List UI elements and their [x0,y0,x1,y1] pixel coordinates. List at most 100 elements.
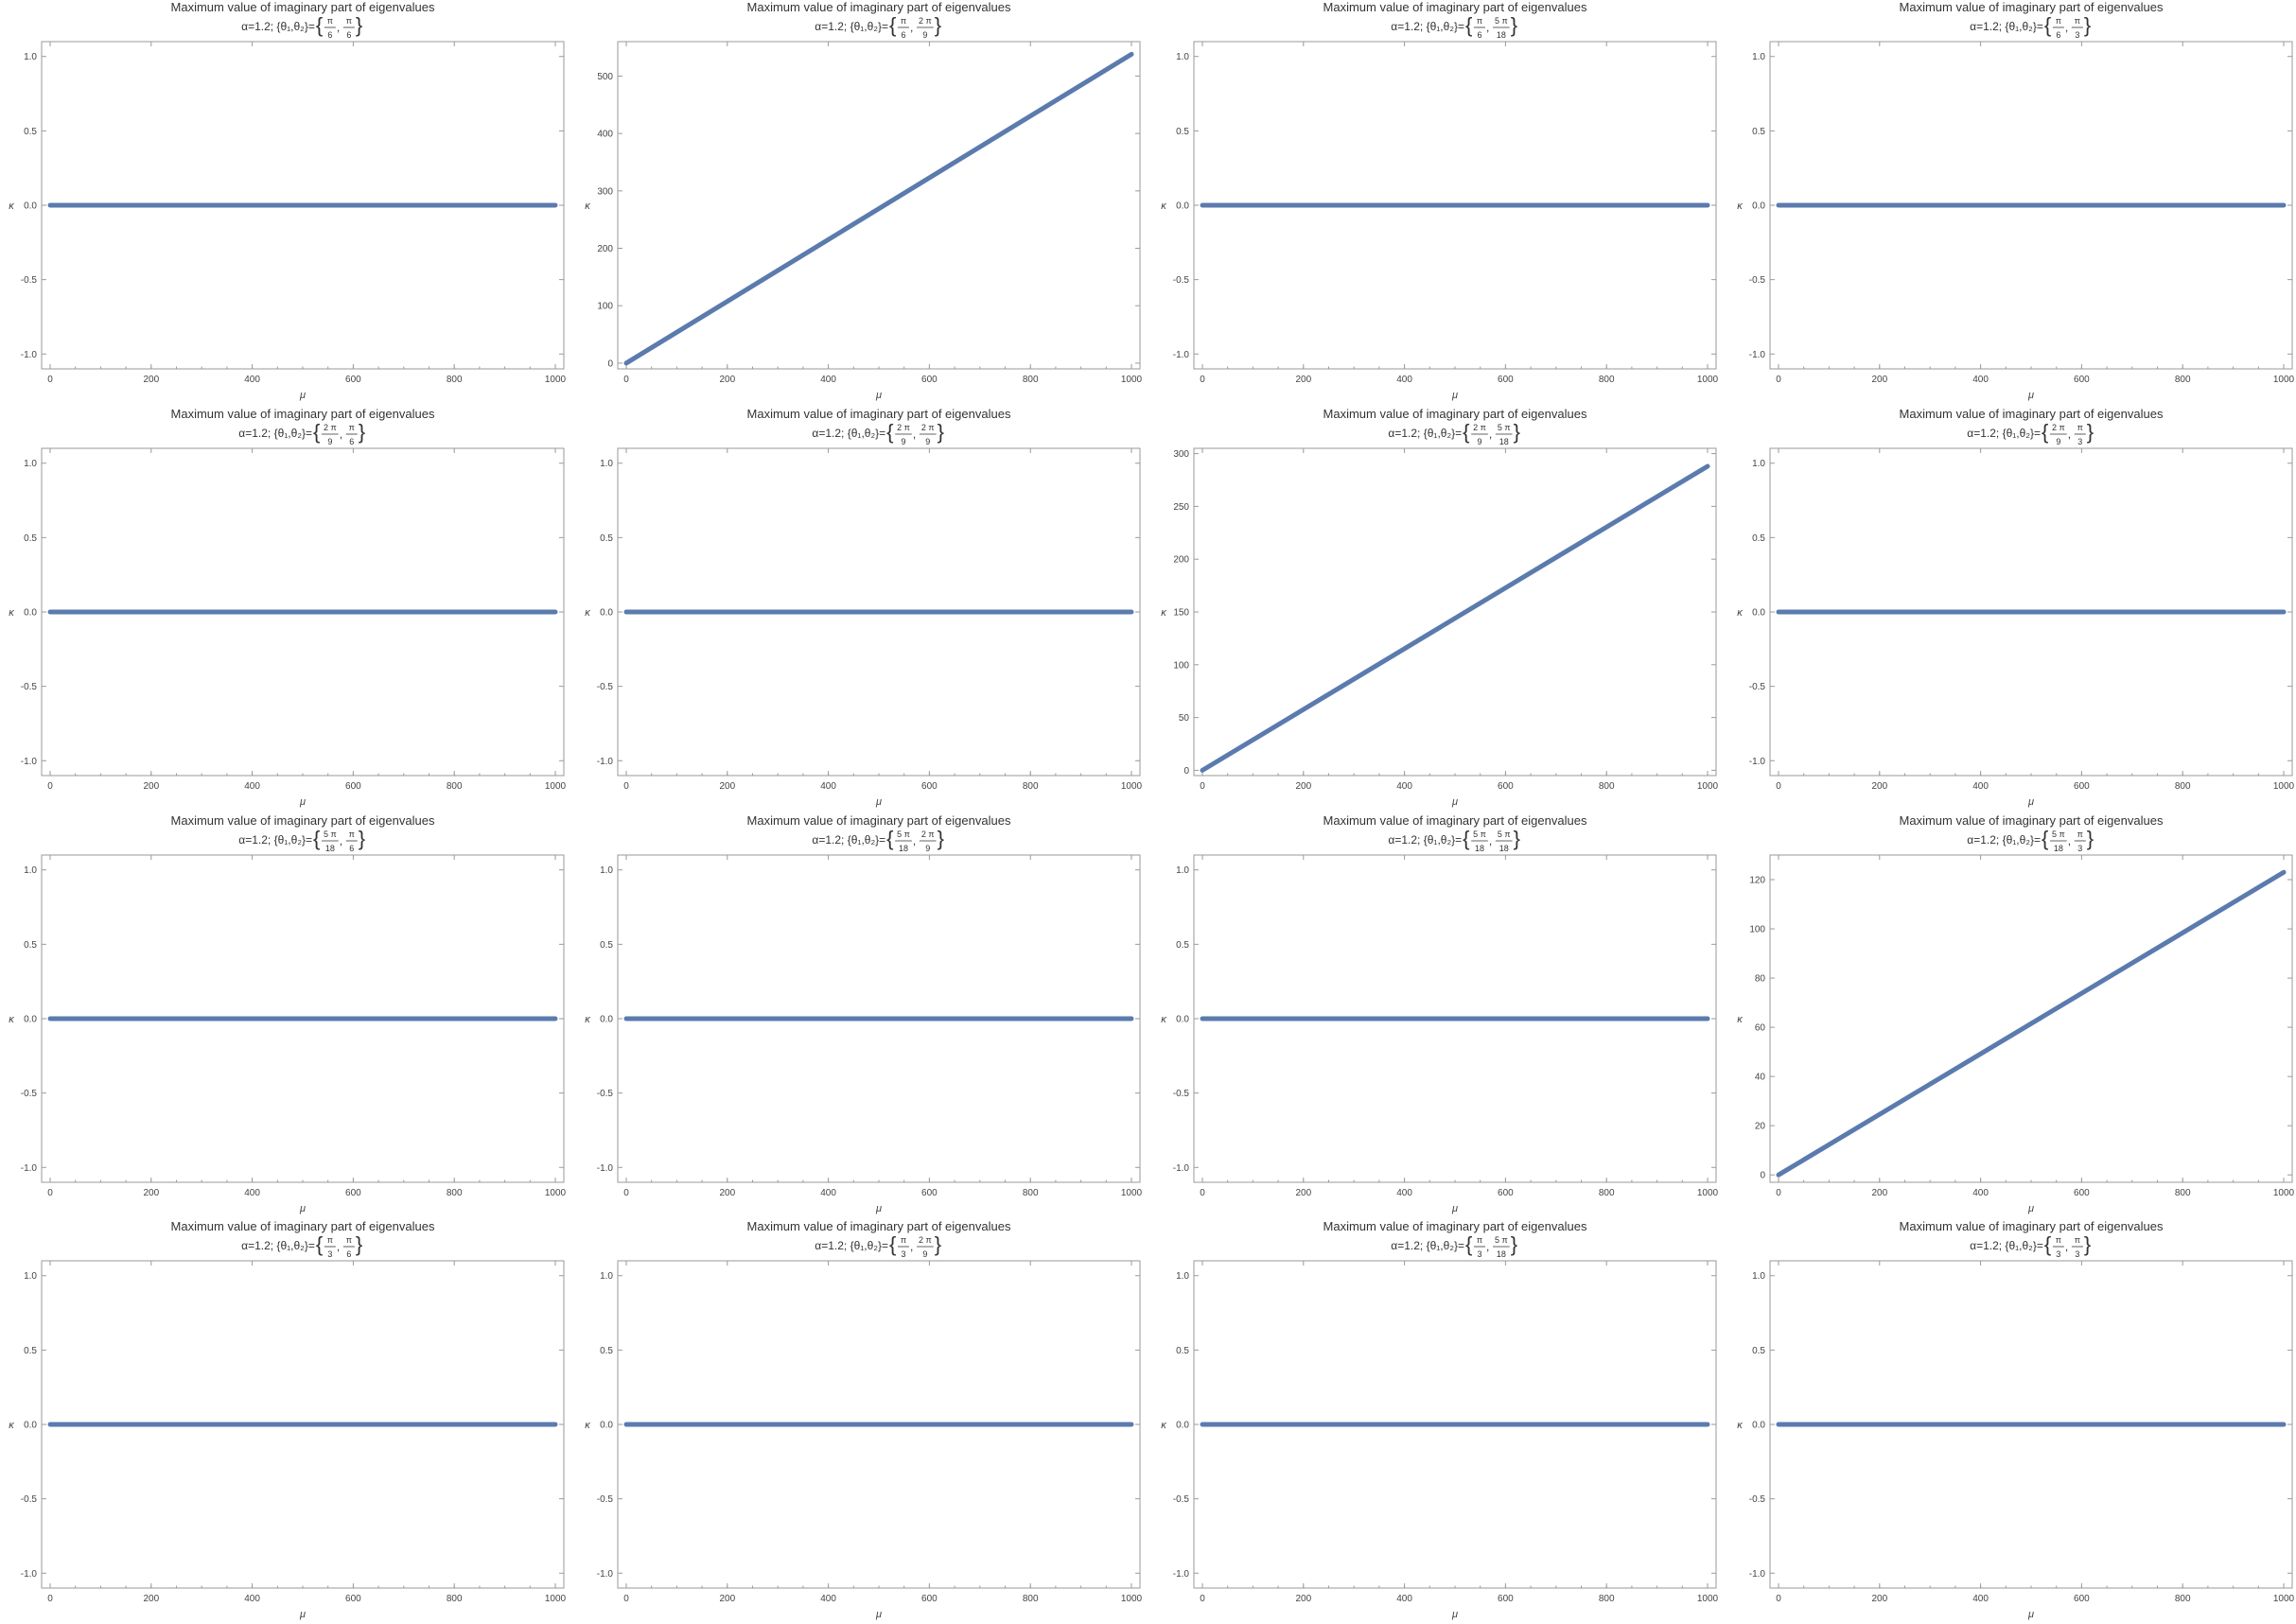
chart-svg: Maximum value of imaginary part of eigen… [9,1219,566,1620]
subtitle-prefix: α=1.2; {θ₁,θ₂}= [812,833,885,847]
y-axis-label: κ [1161,1420,1166,1431]
y-tick-label: 300 [597,186,613,197]
fraction-denominator: 6 [346,1249,351,1259]
chart-title: Maximum value of imaginary part of eigen… [1323,1219,1587,1233]
series-line [623,51,1134,366]
y-tick-label: 0.0 [600,1421,613,1431]
y-axis-label: κ [1161,201,1166,212]
fraction-denominator: 6 [349,844,354,853]
subtitle-prefix: α=1.2; {θ₁,θ₂}= [812,427,885,440]
x-tick-label: 0 [1776,1594,1781,1604]
y-tick-label: 0.5 [600,940,613,951]
x-tick-label: 200 [143,781,159,792]
x-tick-label: 800 [447,1188,463,1198]
y-tick-label: 0.5 [24,127,37,137]
y-tick-label: 0.5 [24,940,37,951]
brace-right: } [356,1232,362,1256]
fraction-denominator: 3 [327,1249,332,1259]
x-tick-label: 400 [1396,1594,1412,1604]
fraction-numerator: π [2056,1235,2061,1245]
y-tick-label: 0.0 [1752,608,1765,619]
y-tick-label: -0.5 [1749,1494,1766,1505]
y-tick-label: 1.0 [600,459,613,469]
brace-left: { [1465,13,1472,37]
x-tick-label: 800 [2175,1594,2191,1604]
fraction-numerator: 2 π [919,1235,932,1245]
x-tick-label: 200 [143,1594,159,1604]
fraction-denominator: 6 [901,30,905,40]
subtitle-prefix: α=1.2; {θ₁,θ₂}= [238,427,312,440]
y-tick-label: 1.0 [1752,1271,1765,1282]
brace-right: } [1514,827,1520,850]
chart-panel: Maximum value of imaginary part of eigen… [576,407,1149,812]
brace-right: } [359,420,365,444]
chart-svg: Maximum value of imaginary part of eigen… [585,813,1142,1214]
comma: , [913,834,916,847]
fraction-denominator: 3 [2077,844,2082,853]
y-tick-label: -0.5 [1749,682,1766,692]
y-tick-label: 40 [1755,1073,1766,1083]
chart-subtitle: α=1.2; {θ₁,θ₂}={π 3, 5 π 18} [1391,1232,1517,1259]
chart-subtitle: α=1.2; {θ₁,θ₂}={π 6, 5 π 18} [1391,13,1517,40]
x-tick-label: 600 [2074,781,2090,792]
chart-svg: Maximum value of imaginary part of eigen… [9,813,566,1214]
fraction-numerator: 2 π [919,16,932,26]
x-tick-label: 1000 [1121,781,1143,792]
brace-right: } [1511,1232,1517,1256]
chart-subtitle: α=1.2; {θ₁,θ₂}={π 6, 2 π 9} [815,13,941,40]
fraction-numerator: 2 π [1473,423,1486,432]
x-axis-label: μ [299,796,306,808]
x-tick-label: 200 [1871,1594,1887,1604]
y-tick-label: 1.0 [24,459,37,469]
y-tick-label: 0.0 [1752,201,1765,212]
brace-left: { [889,1232,896,1256]
fraction-denominator: 18 [1499,844,1509,853]
y-tick-label: 1.0 [1176,1271,1189,1282]
x-tick-label: 400 [1972,781,1989,792]
y-tick-label: 0.5 [1752,1346,1765,1356]
x-tick-label: 0 [47,781,53,792]
chart-svg: Maximum value of imaginary part of eigen… [1737,1219,2294,1620]
chart-subtitle: α=1.2; {θ₁,θ₂}={2 π9, 2 π9} [812,420,944,446]
fraction-denominator: 3 [2075,1249,2079,1259]
y-tick-label: 1.0 [24,52,37,62]
y-tick-label: 0.5 [1176,1346,1189,1356]
y-tick-label: -1.0 [597,1569,614,1580]
comma: , [340,834,342,847]
x-tick-label: 600 [1498,375,1514,385]
y-tick-label: 0.0 [1752,1421,1765,1431]
chart-subtitle: α=1.2; {θ₁,θ₂}={π 3, π 6} [241,1232,362,1259]
chart-title: Maximum value of imaginary part of eigen… [747,1219,1011,1233]
y-tick-label: 300 [1173,449,1189,460]
y-tick-label: 120 [1749,876,1765,886]
x-tick-label: 1000 [1697,1188,1719,1198]
chart-svg: Maximum value of imaginary part of eigen… [1161,813,1719,1214]
y-tick-label: -1.0 [1173,1163,1190,1174]
y-tick-label: -0.5 [1173,1494,1190,1505]
series-line [1200,463,1710,773]
subtitle-prefix: α=1.2; {θ₁,θ₂}= [1388,833,1462,847]
x-tick-label: 800 [1599,375,1615,385]
y-tick-label: -0.5 [1173,275,1190,286]
fraction-numerator: 2 π [897,423,910,432]
chart-subtitle: α=1.2; {θ₁,θ₂}={5 π 18, π 3} [1967,827,2094,853]
comma: , [910,1240,913,1253]
fraction-denominator: 9 [925,844,930,853]
chart-svg: Maximum value of imaginary part of eigen… [1161,1219,1718,1620]
chart-panel: Maximum value of imaginary part of eigen… [1152,813,1726,1218]
y-tick-label: 0.0 [24,1421,37,1431]
fraction-denominator: 6 [2056,30,2060,40]
y-tick-label: 100 [597,302,613,312]
x-tick-label: 400 [244,781,260,792]
y-tick-label: 0.5 [24,533,37,544]
x-tick-label: 400 [820,1188,836,1198]
fraction-numerator: π [327,1235,333,1245]
y-tick-label: 0.0 [600,1015,613,1025]
x-tick-label: 1000 [1697,781,1719,792]
y-tick-label: -0.5 [21,275,38,286]
y-tick-label: 1.0 [1176,865,1189,876]
chart-svg: Maximum value of imaginary part of eigen… [1737,407,2294,808]
y-tick-label: 1.0 [600,1271,613,1282]
comma: , [1486,1240,1489,1253]
